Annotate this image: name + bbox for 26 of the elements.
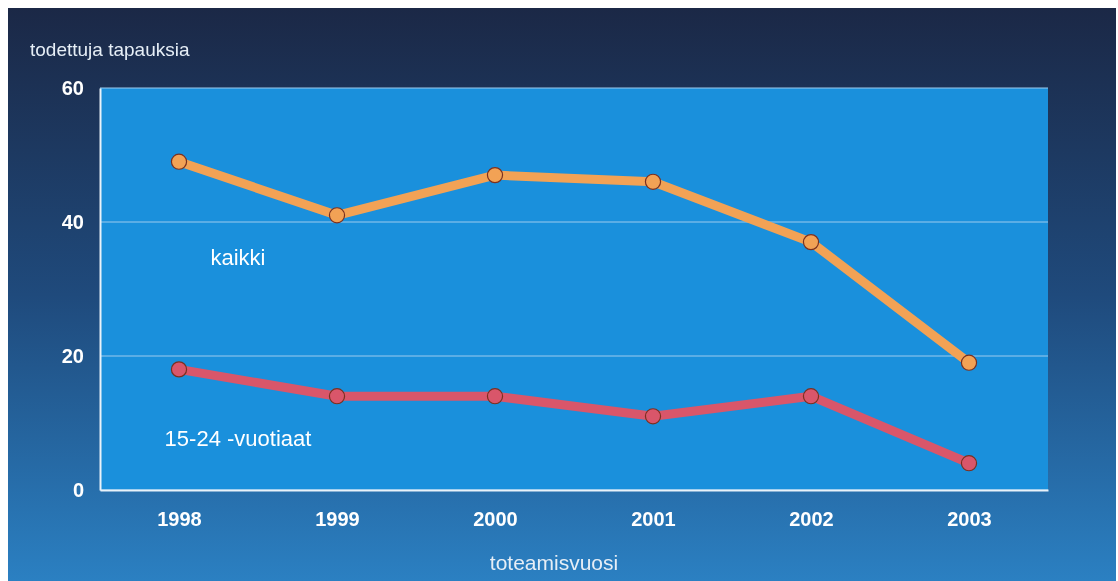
point xyxy=(802,388,820,405)
text: kaikki xyxy=(210,245,266,271)
point xyxy=(170,153,188,170)
series-label: 15-24 -vuotiaat xyxy=(164,426,312,452)
y-axis-title: todettuja tapauksia xyxy=(30,39,190,60)
y-tick-label: 40 xyxy=(61,210,84,233)
point xyxy=(960,455,978,472)
point xyxy=(644,408,662,425)
x-tick-label: 1999 xyxy=(315,508,360,531)
point xyxy=(328,207,346,224)
point xyxy=(328,388,346,405)
x-tick-label: 2003 xyxy=(947,508,992,531)
x-tick-label: 2001 xyxy=(631,508,676,531)
x-tick-label: 2000 xyxy=(473,508,518,531)
point xyxy=(802,233,820,251)
point xyxy=(960,354,978,371)
x-tick-label: 1998 xyxy=(157,508,202,531)
x-tick-label: 2002 xyxy=(789,508,834,531)
point xyxy=(644,173,662,190)
point xyxy=(486,166,504,184)
point xyxy=(486,388,504,405)
x-axis-title: toteamisvuosi xyxy=(489,551,619,574)
point xyxy=(170,361,188,378)
y-tick-label: 60 xyxy=(61,76,84,99)
y-tick-label: 20 xyxy=(61,344,84,367)
y-tick-label: 0 xyxy=(72,478,84,501)
